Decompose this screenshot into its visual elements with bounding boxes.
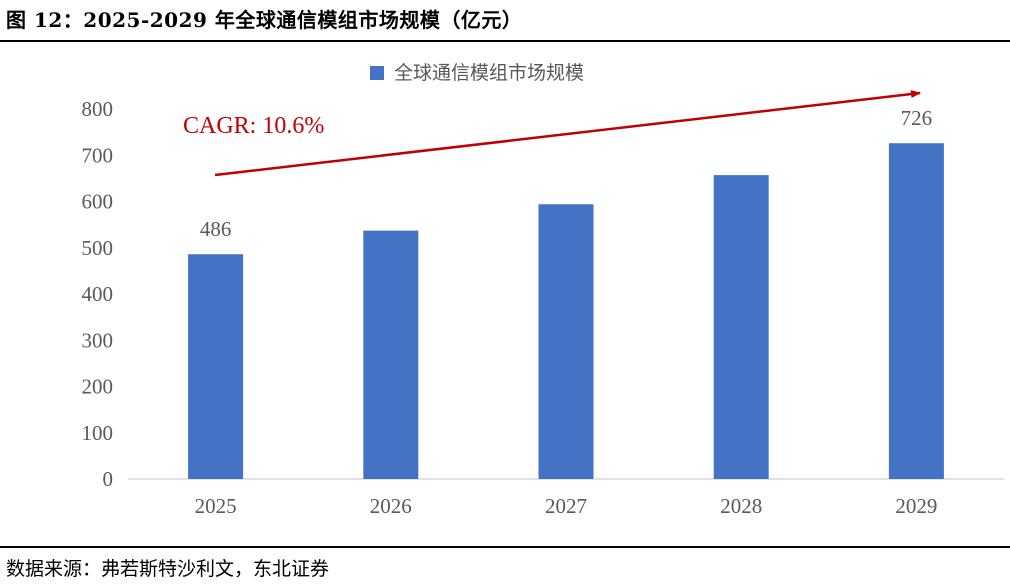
- legend-swatch: [370, 66, 384, 80]
- figure-title: 图 12：2025-2029 年全球通信模组市场规模（亿元）: [6, 8, 523, 32]
- bottom-rule: [0, 546, 1010, 548]
- x-tick-label: 2029: [895, 494, 937, 518]
- x-axis: 2025 2026 2027 2028 2029: [195, 494, 938, 518]
- bars: [188, 143, 944, 479]
- data-labels: 486 726: [200, 106, 932, 241]
- y-tick-label: 800: [82, 97, 114, 121]
- top-rule: [0, 40, 1010, 42]
- y-tick-label: 700: [82, 143, 114, 167]
- x-tick-label: 2028: [720, 494, 762, 518]
- bar-2028: [713, 175, 769, 479]
- bar-2025: [188, 254, 244, 479]
- y-tick-label: 0: [103, 467, 114, 491]
- data-label-2029: 726: [901, 106, 933, 130]
- bar-2027: [538, 204, 594, 479]
- cagr-annotation: CAGR: 10.6%: [183, 113, 324, 139]
- data-label-2025: 486: [200, 217, 232, 241]
- x-tick-label: 2025: [195, 494, 237, 518]
- bar-2029: [888, 143, 944, 479]
- y-tick-label: 500: [82, 236, 114, 260]
- x-tick-label: 2026: [370, 494, 412, 518]
- y-tick-label: 100: [82, 421, 114, 445]
- cagr-arrow: [214, 90, 921, 177]
- x-tick-label: 2027: [545, 494, 587, 518]
- y-tick-label: 400: [82, 282, 114, 306]
- chart-legend: 全球通信模组市场规模: [370, 62, 584, 84]
- y-axis: 0 100 200 300 400 500 600 700 800: [82, 97, 114, 491]
- y-tick-label: 600: [82, 190, 114, 214]
- legend-label: 全球通信模组市场规模: [394, 62, 584, 84]
- bar-chart: 全球通信模组市场规模 0 100 200 300 400 500 600 700 800 202…: [82, 62, 1004, 518]
- source-note: 数据来源：弗若斯特沙利文，东北证券: [6, 558, 330, 580]
- y-tick-label: 200: [82, 375, 114, 399]
- bar-2026: [363, 230, 419, 479]
- y-tick-label: 300: [82, 328, 114, 352]
